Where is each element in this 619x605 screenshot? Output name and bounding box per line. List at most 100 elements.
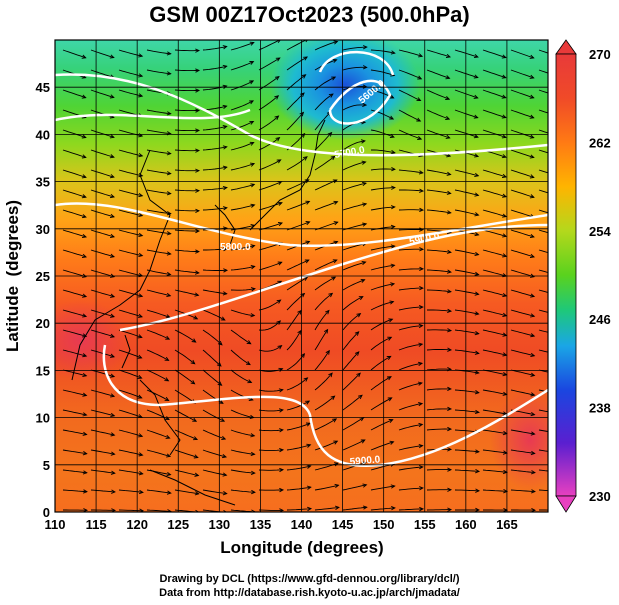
streamline xyxy=(90,209,115,218)
streamline xyxy=(538,189,548,194)
streamline xyxy=(258,202,283,211)
streamline xyxy=(174,69,200,72)
streamline-arrowhead xyxy=(192,417,198,422)
streamline-arrowhead xyxy=(446,269,452,274)
streamline xyxy=(202,269,228,271)
chart-title: GSM 00Z17Oct2023 (500.0hPa) xyxy=(149,2,470,27)
streamline-arrowhead xyxy=(417,381,423,386)
streamline-arrowhead xyxy=(195,108,201,113)
streamline-arrowhead xyxy=(195,168,201,173)
streamline-arrowhead xyxy=(389,94,395,99)
streamline-arrowhead xyxy=(447,447,453,452)
x-tick-label: 115 xyxy=(86,517,107,532)
streamline-arrowhead xyxy=(362,102,368,108)
streamline-arrowhead xyxy=(193,315,199,320)
streamline xyxy=(202,449,227,458)
streamline-arrowhead xyxy=(331,76,337,81)
streamline-arrowhead xyxy=(334,505,340,510)
y-tick-label: 25 xyxy=(36,269,50,284)
streamline xyxy=(90,489,115,493)
streamline-arrowhead xyxy=(249,100,255,105)
streamline-arrowhead xyxy=(250,203,256,208)
streamline-arrowhead xyxy=(530,470,536,475)
streamline xyxy=(370,419,393,431)
y-tick-label: 15 xyxy=(36,363,50,378)
streamline xyxy=(62,249,87,258)
streamline-arrowhead xyxy=(447,487,453,492)
streamline xyxy=(426,169,451,175)
streamline xyxy=(230,163,255,171)
streamline-arrowhead xyxy=(474,153,480,158)
streamline-arrowhead xyxy=(249,41,255,46)
streamline xyxy=(314,111,332,131)
streamline xyxy=(370,187,395,191)
streamline-arrowhead xyxy=(138,53,144,58)
streamline-arrowhead xyxy=(325,309,330,315)
streamline xyxy=(342,140,365,151)
streamline-arrowhead xyxy=(194,292,200,297)
streamline-arrowhead xyxy=(110,313,115,318)
streamline-arrowhead xyxy=(304,259,310,264)
streamline-arrowhead xyxy=(138,232,144,238)
streamline-arrowhead xyxy=(195,148,201,153)
streamline xyxy=(146,149,171,155)
streamline xyxy=(258,320,281,331)
streamline xyxy=(118,269,143,277)
streamline xyxy=(426,428,451,431)
streamline-arrowhead xyxy=(81,253,87,258)
streamline-arrowhead xyxy=(474,212,480,217)
streamline xyxy=(482,169,507,178)
streamline xyxy=(454,249,479,256)
streamline xyxy=(230,349,251,365)
streamline xyxy=(90,349,115,358)
streamline xyxy=(230,469,255,474)
streamline-arrowhead xyxy=(138,433,144,438)
streamline-arrowhead xyxy=(250,433,256,438)
streamline-arrowhead xyxy=(138,489,144,495)
streamline xyxy=(370,301,394,311)
colorbar-tick-label: 238 xyxy=(589,401,611,416)
streamline-arrowhead xyxy=(529,94,535,99)
streamline xyxy=(62,309,87,317)
streamline-arrowhead xyxy=(250,287,256,292)
streamline xyxy=(90,409,115,417)
streamline xyxy=(538,469,548,472)
streamline xyxy=(454,489,480,492)
streamline-arrowhead xyxy=(419,247,425,252)
streamline xyxy=(174,189,199,192)
streamline xyxy=(90,309,115,318)
streamline xyxy=(538,369,548,373)
streamline xyxy=(90,389,115,397)
streamline xyxy=(230,142,254,151)
streamline-arrowhead xyxy=(137,334,143,339)
credit-data-source: Data from http://database.rish.kyoto-u.a… xyxy=(159,587,460,599)
streamline xyxy=(510,189,535,198)
streamline xyxy=(538,209,548,214)
streamline xyxy=(286,486,311,491)
streamline xyxy=(118,489,143,493)
streamline-arrowhead xyxy=(276,159,282,164)
streamline xyxy=(510,169,534,178)
streamline xyxy=(146,329,170,340)
streamline xyxy=(174,109,200,112)
streamline xyxy=(230,329,251,345)
streamline xyxy=(62,469,87,474)
streamline xyxy=(202,65,227,71)
streamline xyxy=(510,149,534,158)
streamline-arrowhead xyxy=(276,40,281,43)
streamline-arrowhead xyxy=(502,253,508,258)
streamline xyxy=(538,289,548,293)
streamline xyxy=(314,293,333,311)
streamline-arrowhead xyxy=(220,417,226,422)
streamline xyxy=(426,408,452,411)
streamline xyxy=(62,389,87,396)
streamline-arrowhead xyxy=(447,386,452,392)
streamline-arrowhead xyxy=(138,212,144,218)
streamline xyxy=(90,329,115,338)
streamline-arrowhead xyxy=(475,469,481,474)
streamline xyxy=(454,269,479,276)
streamline xyxy=(90,49,114,59)
streamline-arrowhead xyxy=(195,509,200,512)
streamline-arrowhead xyxy=(109,193,115,199)
streamline-arrowhead xyxy=(110,470,116,475)
